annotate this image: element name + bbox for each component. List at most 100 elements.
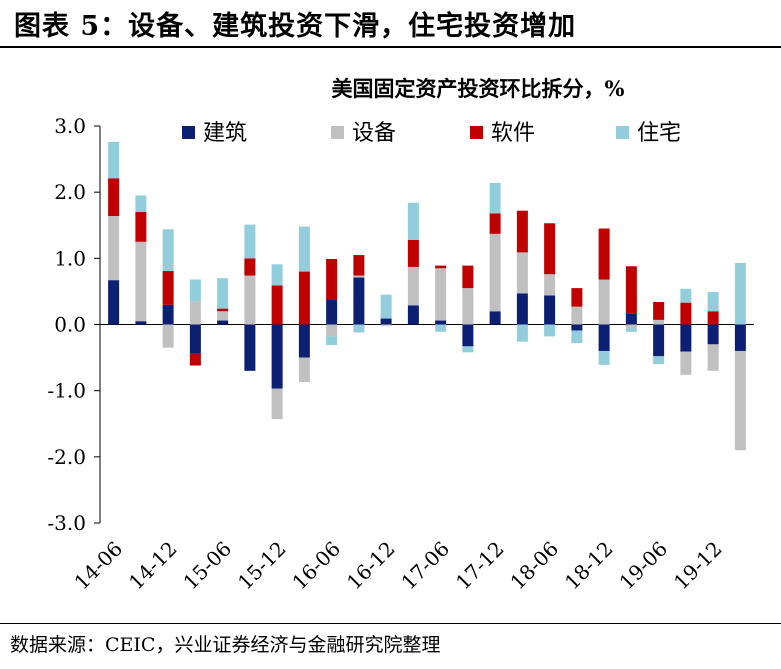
y-tick-label: 0.0 <box>54 313 86 337</box>
axes: 3.02.01.00.0-1.0-2.0-3.014-0614-1215-061… <box>47 114 754 594</box>
bar-segment <box>298 271 310 325</box>
bar-segment <box>598 350 610 365</box>
bar-segment <box>298 357 310 383</box>
bar-segment <box>734 350 746 451</box>
bar-segment <box>217 320 229 325</box>
bar-segment <box>571 288 583 307</box>
bar-segment <box>435 320 447 325</box>
bar-segment <box>707 292 719 312</box>
bar-segment <box>489 233 501 312</box>
y-tick-label: 1.0 <box>54 246 86 270</box>
bar-segment <box>244 275 256 325</box>
legend-swatch <box>470 126 483 139</box>
bar-segment <box>217 308 229 312</box>
legend-swatch <box>182 126 195 139</box>
stacked-bar-chart: 美国固定资产投资环比拆分，% 建筑 设备 软件 住宅 3.0 2.0 1.0 0.0 -1.0… <box>47 76 754 594</box>
bar-segment <box>734 262 746 325</box>
bar-segment <box>544 295 556 325</box>
bar-segment <box>108 178 120 216</box>
bar-segment <box>271 388 283 420</box>
bar-segment <box>407 239 419 267</box>
bar-segment <box>462 324 474 347</box>
bar-segment <box>353 277 365 325</box>
bar-segment <box>707 324 719 345</box>
bar-segment <box>734 324 746 351</box>
bar-segment <box>217 278 229 309</box>
bar-segment <box>353 255 365 276</box>
source-rule <box>0 623 781 624</box>
bar-segment <box>544 324 556 337</box>
bars <box>108 141 746 451</box>
bar-segment <box>189 324 201 354</box>
y-tick-label: -2.0 <box>47 445 86 469</box>
figure-title: 图表 5：设备、建筑投资下滑，住宅投资增加 <box>14 11 577 42</box>
bar-segment <box>326 324 338 337</box>
bar-segment <box>244 324 256 371</box>
bar-segment <box>516 324 528 342</box>
bar-segment <box>680 302 692 325</box>
bar-segment <box>108 215 120 281</box>
x-tick-label: 18-12 <box>560 537 618 595</box>
bar-segment <box>653 302 665 320</box>
bar-segment <box>407 266 419 306</box>
bar-segment <box>571 324 583 331</box>
legend-label: 软件 <box>491 121 535 146</box>
x-tick-label: 15-06 <box>178 537 236 595</box>
bar-segment <box>407 305 419 325</box>
bar-segment <box>326 336 338 346</box>
bar-segment <box>217 311 229 321</box>
bar-segment <box>435 324 447 332</box>
x-tick-label: 16-06 <box>287 537 345 595</box>
x-tick-label: 17-12 <box>451 537 509 595</box>
bar-segment <box>298 324 310 358</box>
bar-segment <box>653 324 665 357</box>
bar-segment <box>489 311 501 325</box>
legend-swatch <box>331 126 344 139</box>
bar-segment <box>271 264 283 286</box>
bar-segment <box>135 321 147 325</box>
bar-segment <box>544 274 556 296</box>
title-rule <box>0 46 781 48</box>
chart-title: 美国固定资产投资环比拆分，% <box>332 76 625 101</box>
bar-segment <box>162 229 174 271</box>
bar-segment <box>625 328 637 332</box>
bar-segment <box>189 301 201 325</box>
legend-label: 住宅 <box>637 121 681 146</box>
x-tick-label: 19-12 <box>669 537 727 595</box>
bar-segment <box>135 195 147 213</box>
bar-segment <box>598 279 610 325</box>
bar-segment <box>598 324 610 351</box>
x-tick-label: 18-06 <box>505 537 563 595</box>
bar-segment <box>571 306 583 325</box>
bar-segment <box>353 324 365 333</box>
x-tick-label: 17-06 <box>396 537 454 595</box>
bar-segment <box>625 266 637 314</box>
source-note: 数据来源：CEIC，兴业证券经济与金融研究院整理 <box>10 634 441 656</box>
bar-segment <box>108 280 120 325</box>
bar-segment <box>544 223 556 275</box>
bar-segment <box>462 288 474 325</box>
bar-segment <box>271 324 283 389</box>
bar-segment <box>380 318 392 325</box>
bar-segment <box>516 252 528 294</box>
y-tick-label: -3.0 <box>47 511 86 535</box>
bar-segment <box>680 324 692 352</box>
x-tick-label: 14-06 <box>69 537 127 595</box>
bar-segment <box>298 226 310 272</box>
y-tick-label: -1.0 <box>47 379 86 403</box>
bar-segment <box>435 268 447 321</box>
bar-segment <box>244 224 256 259</box>
bar-segment <box>571 330 583 344</box>
bar-segment <box>707 344 719 371</box>
bar-segment <box>435 265 447 269</box>
bar-segment <box>625 324 637 329</box>
bar-segment <box>516 210 528 253</box>
x-tick-label: 14-12 <box>124 537 182 595</box>
bar-segment <box>680 351 692 375</box>
bar-segment <box>162 324 174 348</box>
legend-label: 建筑 <box>203 121 247 146</box>
bar-segment <box>326 300 338 325</box>
bar-segment <box>162 270 174 305</box>
y-tick-label: 2.0 <box>54 180 86 204</box>
bar-segment <box>516 293 528 325</box>
